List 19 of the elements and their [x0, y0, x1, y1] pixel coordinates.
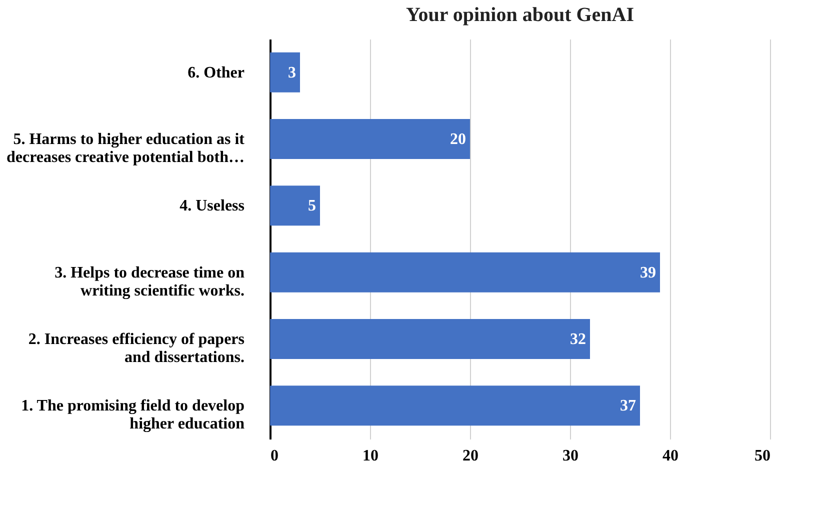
- x-tick-label: 30: [562, 448, 578, 464]
- data-label: 3: [288, 64, 296, 82]
- data-label: 37: [620, 398, 636, 415]
- y-tick-label: 2. Increases efficiency of papers and dissertations.: [28, 331, 244, 366]
- y-tick-label: 6. Other: [188, 64, 244, 82]
- data-label: 32: [570, 331, 586, 348]
- y-tick-label: 1. The promising field to develop higher education: [21, 398, 245, 433]
- data-label: 5: [308, 198, 316, 215]
- data-label: 20: [450, 131, 466, 148]
- x-tick-label: 20: [462, 448, 478, 464]
- x-tick-label: 10: [362, 448, 378, 464]
- data-label: 39: [640, 264, 656, 282]
- chart-title: Your opinion about GenAI: [406, 4, 634, 26]
- x-tick-label: 0: [270, 448, 278, 464]
- y-tick-label: 5. Harms to higher education as it decreases creative potential both…: [6, 131, 246, 166]
- y-tick-label: 3. Helps to decrease time on writing scientific works.: [54, 264, 245, 300]
- x-tick-label: 40: [662, 448, 678, 464]
- y-tick-label: 4. Useless: [180, 198, 244, 215]
- x-tick-label: 50: [754, 448, 770, 464]
